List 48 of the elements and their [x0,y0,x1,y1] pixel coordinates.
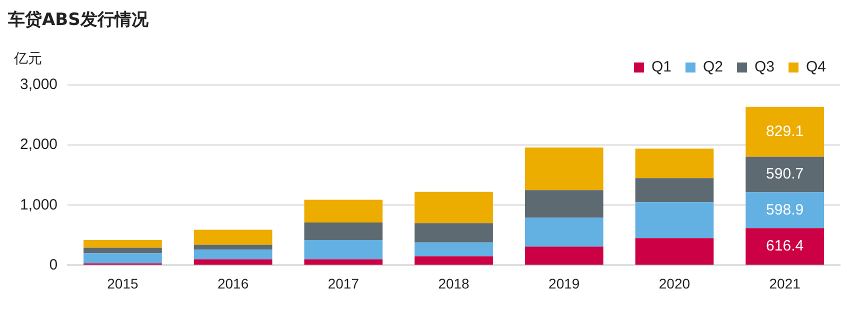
chart-title: 车贷ABS发行情况 [8,9,148,31]
bar [304,259,383,265]
y-tick-label: 3,000 [20,76,58,94]
bar [304,222,383,240]
bar [414,256,493,265]
bar [635,178,714,202]
bar [524,147,604,190]
bar [746,228,824,265]
x-tick-label: 2020 [658,275,690,292]
bar [414,192,493,224]
data-label: 590.7 [766,166,804,183]
legend-label: Q3 [754,58,774,76]
legend-label: Q2 [702,58,723,76]
y-tick-label: 1,000 [20,196,58,214]
bar [194,259,272,265]
bar [414,242,493,256]
x-tick-label: 2016 [217,275,249,292]
bar [414,223,493,242]
bar [524,246,604,265]
legend-label: Q1 [651,58,672,76]
bar [746,156,824,192]
bar [635,148,714,178]
bar [194,244,272,250]
bar [84,253,162,264]
y-axis-title: 亿元 [14,50,42,68]
bar [84,248,162,254]
bar [746,106,824,157]
bar [194,230,272,245]
bar [524,190,604,218]
bar [635,238,714,265]
bar [304,240,383,260]
x-tick-label: 2015 [107,275,138,292]
x-tick-label: 2019 [548,275,580,292]
data-label: 616.4 [766,238,804,255]
y-tick-label: 2,000 [20,136,58,154]
bar [304,200,383,223]
legend-label: Q4 [806,58,826,76]
bar [746,192,824,228]
bar [194,250,272,260]
bar [84,240,162,248]
data-label: 598.9 [766,201,804,218]
bar [524,218,604,247]
x-tick-label: 2021 [769,275,801,292]
data-label: 829.1 [766,122,804,140]
x-tick-label: 2017 [328,275,360,292]
bar [635,202,714,238]
x-tick-label: 2018 [438,275,470,292]
y-tick-label: 0 [49,256,58,274]
